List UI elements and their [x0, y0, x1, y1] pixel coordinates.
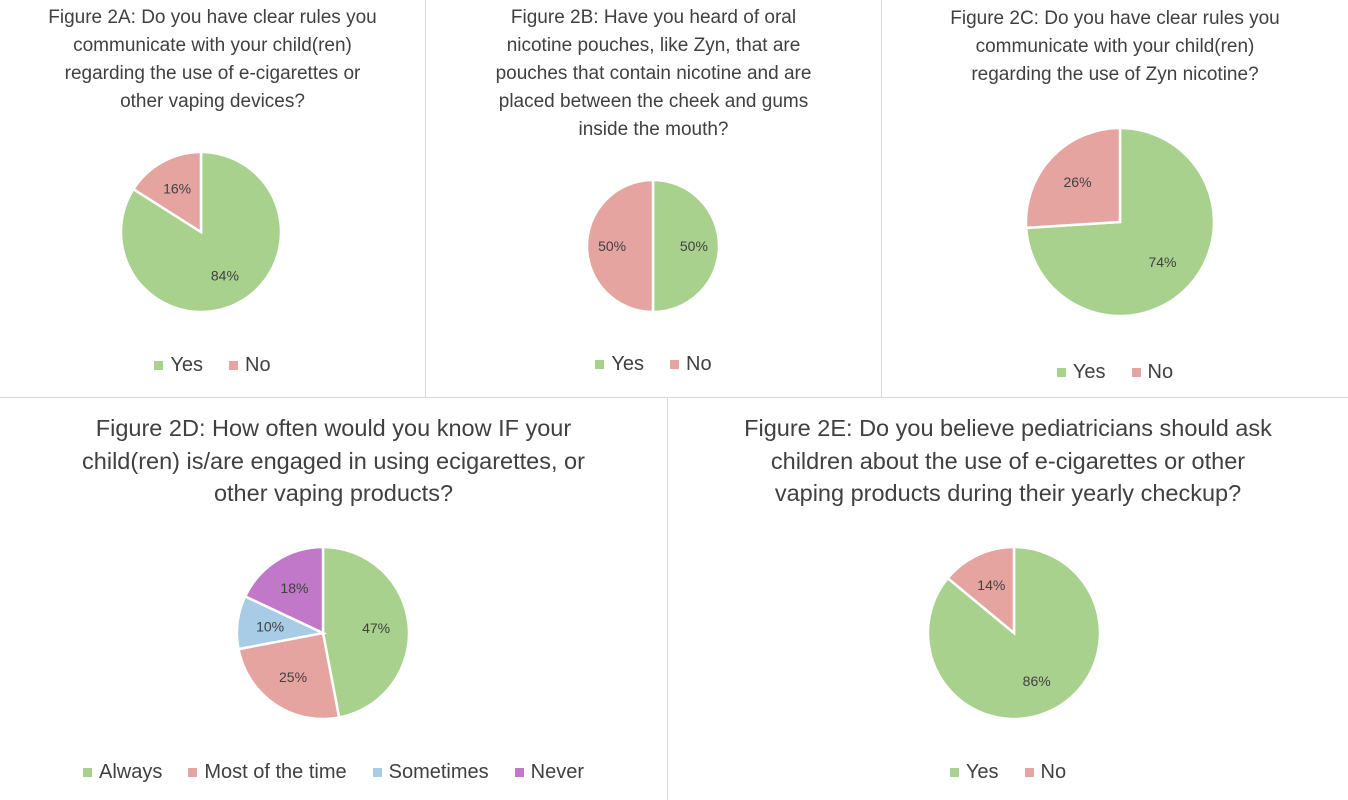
divider-vertical-2b-2c [881, 0, 882, 397]
chart-panel-2b: Figure 2B: Have you heard of oral nicoti… [426, 0, 881, 397]
pie-chart: 84% 16% [119, 150, 283, 314]
data-label: 74% [1148, 254, 1176, 270]
chart-legend: Yes No [882, 361, 1348, 384]
legend-item: Yes [595, 353, 644, 376]
chart-title: Figure 2B: Have you heard of oral nicoti… [495, 7, 812, 140]
pie-slice-yes [926, 545, 1102, 721]
legend-swatch [670, 360, 680, 369]
legend-swatch [1024, 768, 1034, 777]
chart-legend: Yes No [668, 761, 1348, 784]
chart-title: Figure 2A: Do you have clear rules you c… [48, 7, 377, 112]
legend-swatch [514, 768, 524, 777]
chart-panel-2d: Figure 2D: How often would you know IF y… [0, 398, 667, 800]
legend-label: No [686, 353, 712, 375]
legend-label: No [1147, 361, 1174, 383]
legend-item: Sometimes [372, 761, 489, 784]
chart-legend: Yes No [426, 353, 881, 376]
data-label: 10% [256, 618, 284, 634]
data-label: 50% [680, 238, 708, 254]
pie-chart: 50% 50% [585, 178, 721, 314]
legend-item: Never [514, 761, 585, 784]
legend-swatch [154, 361, 164, 370]
pie-slice-no [585, 178, 655, 314]
legend-item: Always [82, 761, 163, 784]
legend-label: Sometimes [388, 761, 489, 783]
data-label: 25% [279, 669, 307, 685]
divider-vertical-2a-2b [425, 0, 426, 397]
data-label: 86% [1023, 673, 1051, 689]
chart-panel-2e: Figure 2E: Do you believe pediatricians … [668, 398, 1348, 800]
chart-panel-2a: Figure 2A: Do you have clear rules you c… [0, 0, 425, 397]
pie-slice-no [1024, 126, 1122, 230]
pie-slice-no [131, 150, 203, 235]
legend-item: No [1024, 761, 1067, 784]
data-label: 16% [163, 181, 191, 197]
legend-swatch [82, 768, 92, 777]
legend-swatch [1131, 368, 1141, 377]
legend-item: Most of the time [188, 761, 347, 784]
legend-label: Yes [611, 353, 645, 375]
legend-item: Yes [1056, 361, 1106, 384]
chart-panel-2c: Figure 2C: Do you have clear rules you c… [882, 0, 1348, 397]
legend-label: Always [98, 761, 163, 783]
data-label: 84% [211, 267, 239, 283]
legend-label: Yes [965, 761, 999, 783]
legend-item: Yes [154, 354, 203, 377]
chart-title: Figure 2C: Do you have clear rules you c… [950, 8, 1280, 85]
legend-label: No [1040, 761, 1067, 783]
legend-swatch [188, 768, 198, 777]
legend-swatch [949, 768, 959, 777]
divider-vertical-2d-2e [667, 398, 668, 800]
legend-item: Yes [949, 761, 999, 784]
pie-slice-never [243, 545, 325, 635]
legend-label: Most of the time [204, 761, 347, 783]
legend-swatch [595, 360, 605, 369]
pie-chart: 86% 14% [926, 545, 1102, 721]
pie-chart: 74% 26% [1024, 126, 1216, 318]
legend-label: Yes [1072, 361, 1106, 383]
pie-slice-always [321, 545, 411, 719]
legend-swatch [1056, 368, 1066, 377]
legend-swatch [372, 768, 382, 777]
pie-slice-no [945, 545, 1016, 636]
chart-legend: Always Most of the time Sometimes Never [0, 761, 667, 784]
divider-horizontal [0, 397, 1348, 398]
data-label: 14% [977, 577, 1005, 593]
chart-legend: Yes No [0, 354, 425, 377]
legend-item: No [1131, 361, 1174, 384]
pie-chart: 47% 25% 10% 18% [235, 545, 411, 721]
data-label: 47% [362, 620, 390, 636]
chart-title: Figure 2D: How often would you know IF y… [82, 415, 585, 506]
chart-title: Figure 2E: Do you believe pediatricians … [744, 415, 1272, 506]
legend-label: No [245, 354, 271, 376]
legend-item: No [229, 354, 271, 377]
data-label: 18% [280, 580, 308, 596]
data-label: 50% [598, 238, 626, 254]
legend-item: No [670, 353, 712, 376]
pie-slice-yes [651, 178, 721, 314]
legend-label: Never [530, 761, 585, 783]
pie-slice-most-of-the-time [237, 631, 341, 721]
legend-label: Yes [170, 354, 204, 376]
data-label: 26% [1064, 174, 1092, 190]
legend-swatch [229, 361, 239, 370]
